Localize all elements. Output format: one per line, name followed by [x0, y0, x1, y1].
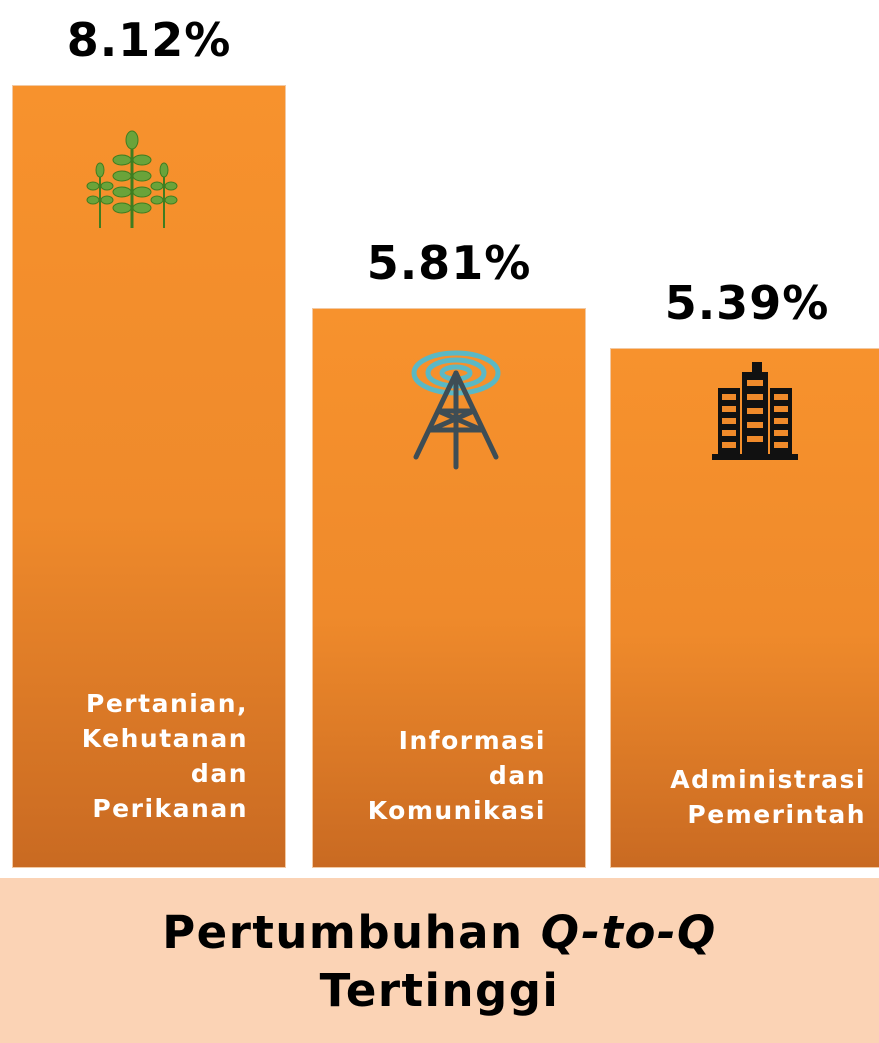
tower-icon	[411, 350, 501, 470]
value-label: 5.81%	[366, 235, 532, 290]
bar	[12, 85, 286, 868]
category-label: Administrasi Pemerintah	[670, 765, 866, 829]
footer-title: Pertumbuhan Q-to-Q Tertinggi	[0, 878, 879, 1043]
title-italic: Q-to-Q	[540, 906, 717, 959]
bar	[312, 307, 586, 868]
value-label: 5.39%	[664, 276, 830, 331]
value-label: 8.12%	[66, 13, 232, 68]
title-start: Pertumbuhan	[162, 906, 524, 959]
building-icon	[712, 362, 798, 460]
plant-icon	[86, 130, 178, 228]
category-label: Pertanian, Kehutanan dan Perikanan	[81, 689, 248, 823]
title-end: Tertinggi	[319, 964, 560, 1017]
category-label: Informasi dan Komunikasi	[367, 726, 546, 825]
